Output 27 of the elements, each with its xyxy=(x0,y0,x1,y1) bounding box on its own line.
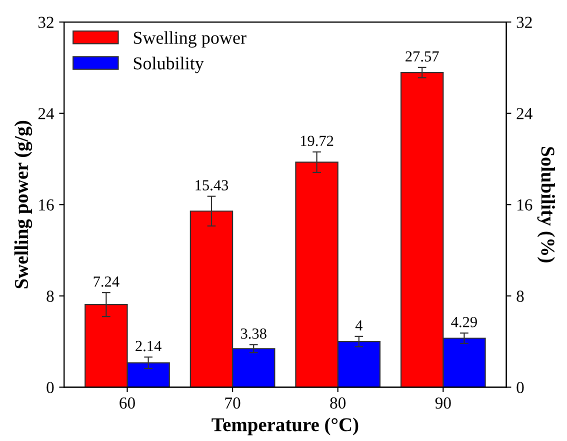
y2-tick-label: 16 xyxy=(518,199,532,211)
y-tick-label: 8 xyxy=(46,290,54,302)
y2-axis-title: Solubility (%) xyxy=(537,147,555,262)
data-label: 19.72 xyxy=(300,136,334,146)
data-label: 27.57 xyxy=(406,51,439,62)
y-axis-title: Swelling power (g/g) xyxy=(14,120,32,288)
data-label: 3.38 xyxy=(240,328,266,339)
legend-label: Swelling power xyxy=(134,31,246,48)
y-tick-label: 24 xyxy=(38,108,54,120)
y-tick-label: 32 xyxy=(38,16,54,28)
legend-label: Solubility xyxy=(134,56,204,74)
y2-tick-label: 32 xyxy=(516,16,532,28)
y-tick-label: 0 xyxy=(46,382,54,394)
data-label: 7.24 xyxy=(94,276,120,287)
y-tick-label: 16 xyxy=(39,199,54,211)
data-label: 2.14 xyxy=(136,340,162,352)
y2-tick-label: 24 xyxy=(516,108,532,120)
x-tick-label: 80 xyxy=(330,397,346,409)
data-label: 15.43 xyxy=(196,180,228,190)
x-tick-label: 70 xyxy=(225,397,240,409)
data-label: 4 xyxy=(355,320,362,330)
x-axis-title: Temperature (°C) xyxy=(212,418,358,436)
data-label: 4.29 xyxy=(451,316,477,328)
y2-tick-label: 8 xyxy=(516,290,524,302)
x-tick-label: 60 xyxy=(120,397,135,409)
x-tick-label: 90 xyxy=(435,397,451,409)
y2-tick-label: 0 xyxy=(516,382,524,394)
